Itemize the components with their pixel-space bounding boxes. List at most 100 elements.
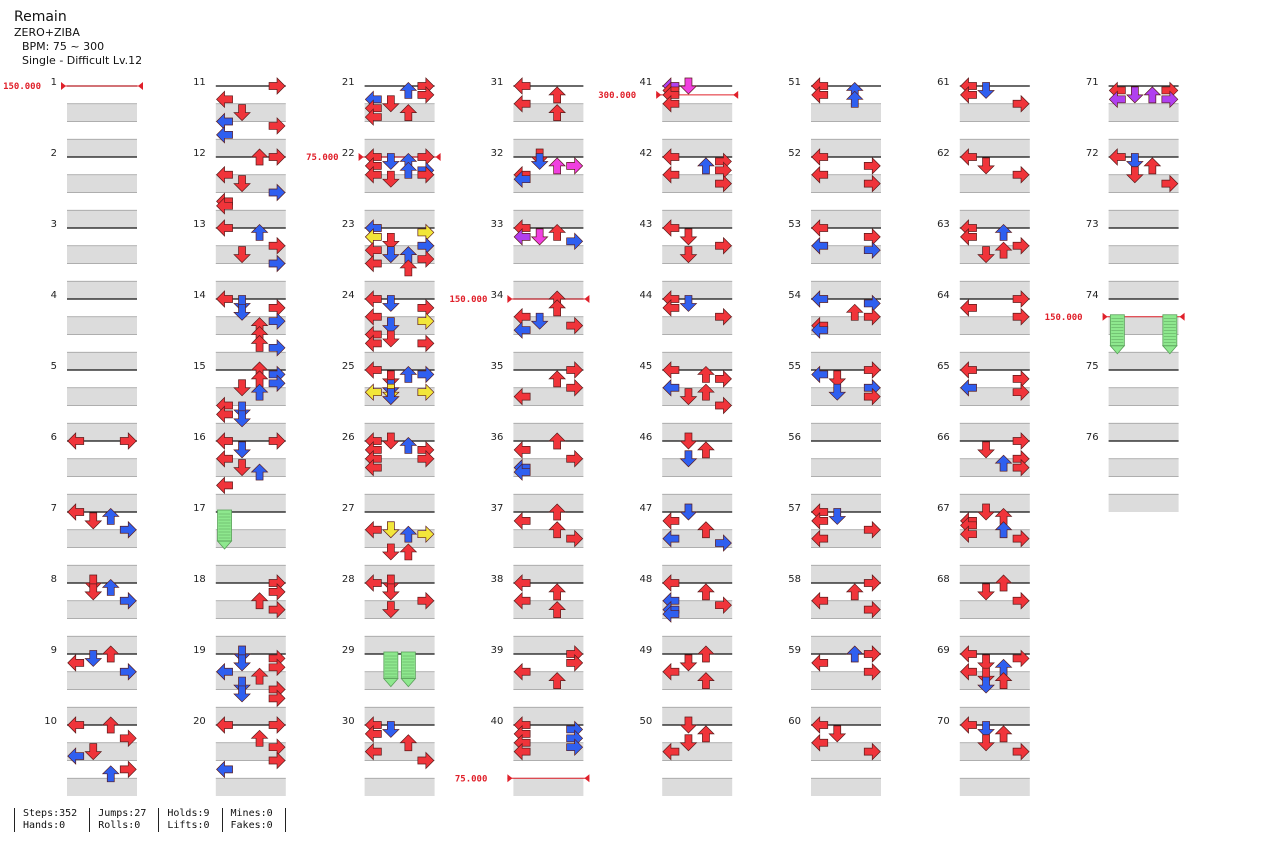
arrow-note-left — [216, 449, 233, 468]
arrow-note-up — [845, 583, 864, 601]
arrow-note-left — [811, 236, 829, 255]
arrow-note-left — [67, 432, 85, 450]
arrow-note-up — [548, 104, 566, 121]
beat-stripe — [959, 352, 1030, 370]
measure-number: 15 — [193, 361, 206, 372]
arrow-note-up — [1143, 157, 1162, 175]
arrow-note-left — [811, 733, 829, 752]
measure-number: 19 — [193, 645, 206, 656]
measure-60: 60 — [788, 716, 881, 796]
arrow-note-right — [268, 689, 286, 708]
arrow-note-right — [1012, 649, 1030, 668]
beat-stripe — [662, 316, 733, 335]
measure-number: 53 — [788, 219, 801, 230]
measure-51: 51 — [788, 77, 881, 157]
arrow-note-up — [548, 503, 566, 521]
beat-stripe — [67, 494, 137, 512]
measure-number: 66 — [937, 432, 950, 443]
arrow-note-left — [960, 716, 977, 734]
arrow-note-down — [233, 175, 251, 193]
measure-number: 34 — [491, 290, 504, 301]
arrow-note-right — [863, 662, 881, 681]
beat-stripe — [513, 742, 584, 761]
arrow-note-left — [1108, 90, 1126, 109]
arrow-note-left — [811, 529, 829, 548]
arrow-note-right — [417, 334, 435, 353]
arrow-note-right — [268, 312, 286, 331]
arrow-note-up — [697, 365, 715, 383]
measure-23: 23 — [342, 219, 435, 299]
arrow-note-up — [101, 716, 120, 734]
arrow-note-right — [268, 716, 286, 734]
hold-note-left — [1109, 314, 1126, 355]
beat-stripe — [662, 494, 733, 512]
measure-38: 38 — [491, 574, 584, 654]
arrow-note-left — [216, 716, 233, 734]
stat-rolls: Rolls:0 — [98, 820, 141, 831]
measure-number: 8 — [51, 574, 57, 585]
arrow-note-left — [513, 591, 531, 610]
measure-number: 35 — [491, 361, 504, 372]
hold-note-left — [216, 509, 233, 550]
arrow-note-down — [382, 388, 400, 406]
arrow-note-up — [399, 365, 418, 383]
beat-stripe — [959, 139, 1030, 157]
stat-holds: Holds:9 — [167, 808, 210, 819]
beat-stripe — [1108, 281, 1179, 299]
arrow-note-up — [994, 223, 1013, 241]
beat-stripe — [513, 174, 584, 193]
arrow-note-left — [811, 321, 829, 339]
beat-stripe — [811, 494, 881, 512]
arrow-note-left — [811, 219, 829, 237]
hold-note-right — [1161, 314, 1178, 355]
arrow-note-down — [977, 82, 995, 99]
beat-stripe — [662, 778, 733, 796]
beat-stripe — [662, 139, 733, 157]
lanes-layer: 1234567891011121314151617181920212223242… — [44, 77, 1179, 796]
arrow-note-left — [364, 307, 382, 326]
bpm-change-label: 150.000 — [1045, 313, 1083, 323]
arrow-note-down — [382, 95, 400, 113]
arrow-note-right — [863, 600, 881, 619]
arrow-note-down — [233, 295, 251, 312]
measure-28: 28 — [342, 574, 435, 654]
beat-stripe — [67, 707, 137, 725]
arrow-note-right — [417, 751, 435, 770]
measure-65: 65 — [937, 361, 1030, 441]
arrow-note-left — [216, 760, 233, 779]
arrow-note-right — [715, 236, 732, 255]
beat-stripe — [811, 174, 881, 193]
beat-stripe — [662, 742, 733, 761]
measure-number: 51 — [788, 77, 801, 88]
measure-number: 45 — [639, 361, 652, 372]
beat-stripe — [811, 778, 881, 796]
beat-stripe — [662, 671, 733, 690]
stat-lifts: Lifts:0 — [167, 820, 210, 831]
arrow-note-down — [679, 716, 698, 734]
arrow-note-right — [268, 751, 286, 770]
arrow-note-down — [679, 654, 698, 672]
measure-47: 47 — [639, 503, 733, 583]
beat-stripe — [959, 494, 1030, 512]
beat-stripe — [67, 316, 137, 335]
measure-9: 9 — [51, 645, 137, 725]
beat-stripe — [662, 387, 733, 406]
arrow-note-down — [679, 388, 698, 406]
arrow-note-up — [548, 86, 566, 104]
step-chart: 1234567891011121314151617181920212223242… — [3, 77, 1185, 796]
beat-stripe — [67, 458, 137, 477]
arrow-note-down — [977, 441, 995, 459]
measure-24: 24 — [342, 290, 435, 370]
hold-note-down — [382, 651, 399, 688]
measure-number: 76 — [1086, 432, 1099, 443]
arrow-note-left — [960, 148, 977, 166]
measure-number: 64 — [937, 290, 950, 301]
beat-stripe — [959, 636, 1030, 654]
measure-25: 25 — [342, 361, 435, 441]
arrow-note-down — [382, 370, 400, 388]
measure-number: 14 — [193, 290, 206, 301]
measure-2: 2 — [51, 148, 137, 228]
measure-26: 26 — [342, 432, 435, 512]
stat-steps: Steps:352 — [23, 808, 78, 819]
arrow-note-up — [101, 645, 120, 663]
